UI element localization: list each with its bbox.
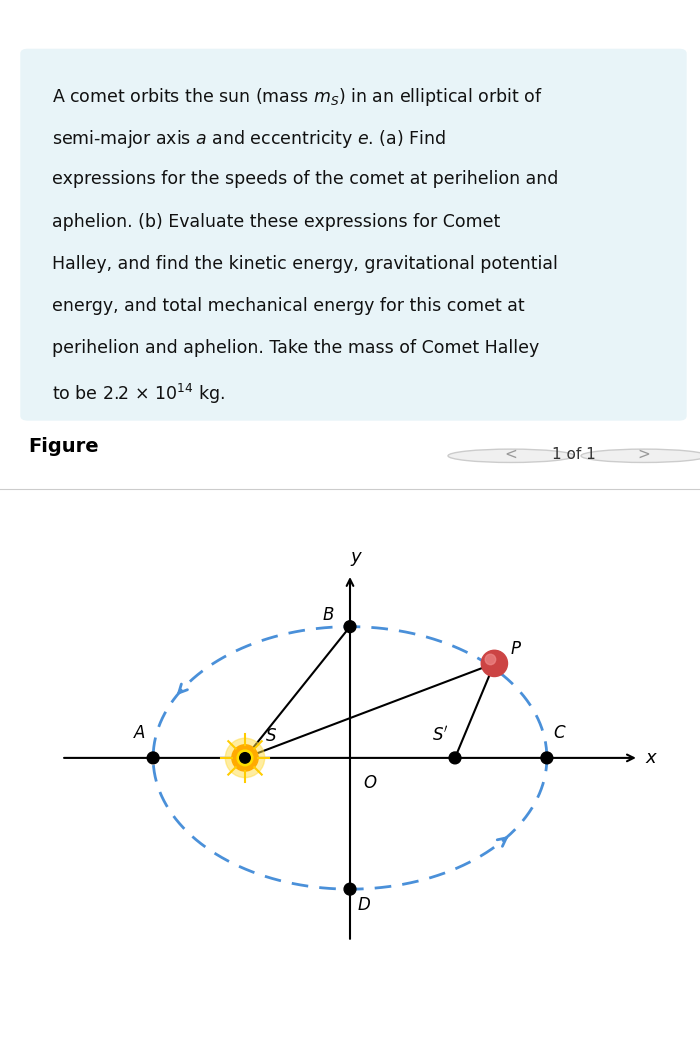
FancyBboxPatch shape [21, 50, 686, 420]
Circle shape [237, 750, 253, 765]
Text: $S'$: $S'$ [432, 726, 449, 745]
Text: $D$: $D$ [356, 896, 370, 914]
Circle shape [448, 449, 574, 462]
Circle shape [482, 650, 508, 676]
Circle shape [344, 621, 356, 633]
Text: Halley, and find the kinetic energy, gravitational potential: Halley, and find the kinetic energy, gra… [52, 254, 559, 272]
Text: >: > [638, 447, 650, 462]
Circle shape [541, 752, 553, 764]
Text: semi-major axis $a$ and eccentricity $e$. (a) Find: semi-major axis $a$ and eccentricity $e$… [52, 128, 447, 149]
Text: expressions for the speeds of the comet at perihelion and: expressions for the speeds of the comet … [52, 171, 559, 189]
Text: aphelion. (b) Evaluate these expressions for Comet: aphelion. (b) Evaluate these expressions… [52, 213, 500, 230]
Circle shape [225, 738, 265, 778]
Circle shape [581, 449, 700, 462]
Text: $A$: $A$ [134, 724, 146, 742]
Text: <: < [505, 447, 517, 462]
Circle shape [232, 745, 258, 771]
Circle shape [449, 752, 461, 764]
Text: $C$: $C$ [554, 724, 567, 742]
Circle shape [147, 752, 159, 764]
Circle shape [239, 753, 251, 763]
Text: $y$: $y$ [350, 549, 363, 567]
Text: 1 of 1: 1 of 1 [552, 447, 596, 462]
Text: to be 2.2 $\times$ 10$^{14}$ kg.: to be 2.2 $\times$ 10$^{14}$ kg. [52, 382, 225, 406]
Circle shape [485, 654, 496, 665]
Text: Figure: Figure [28, 437, 99, 456]
Text: $B$: $B$ [322, 606, 335, 624]
Text: $O$: $O$ [363, 774, 377, 792]
Text: A comet orbits the sun (mass $m_S$) in an elliptical orbit of: A comet orbits the sun (mass $m_S$) in a… [52, 86, 543, 108]
Text: perihelion and aphelion. Take the mass of Comet Halley: perihelion and aphelion. Take the mass o… [52, 339, 540, 357]
Text: $x$: $x$ [645, 749, 659, 766]
Circle shape [344, 883, 356, 895]
Text: $P$: $P$ [510, 640, 522, 658]
Text: $S$: $S$ [265, 727, 277, 745]
Text: energy, and total mechanical energy for this comet at: energy, and total mechanical energy for … [52, 297, 525, 315]
